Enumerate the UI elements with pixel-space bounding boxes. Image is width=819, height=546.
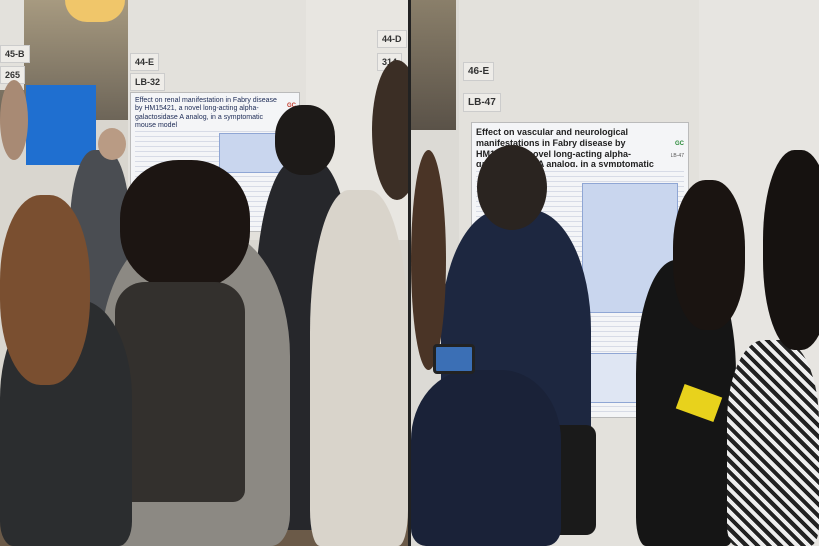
phone <box>433 344 475 374</box>
poster-code: LB-47 <box>670 153 684 159</box>
head <box>0 80 28 160</box>
board-label: 46-E <box>463 62 495 81</box>
head <box>477 145 547 230</box>
person-beige-sweater <box>310 190 408 546</box>
board-label: 44-E <box>130 53 160 71</box>
ceiling-background <box>411 0 456 130</box>
person-houndstooth-coat <box>727 340 819 546</box>
backpack <box>115 282 245 502</box>
board-label: 44-D <box>377 30 407 48</box>
gc-logo: GC <box>287 103 296 109</box>
poster-title: Effect on renal manifestation in Fabry d… <box>135 97 277 130</box>
chandelier <box>65 0 125 22</box>
dark-hair <box>763 150 819 350</box>
gc-logo: GC <box>675 141 684 147</box>
head <box>275 105 335 175</box>
left-photo: 45-B 265 44-E LB-32 44-D 314 Effect on r… <box>0 0 408 546</box>
head <box>372 60 408 200</box>
right-photo: 46-E LB-47 Effect on vascular and neurol… <box>411 0 819 546</box>
board-label: LB-47 <box>463 93 501 112</box>
person-foreground <box>411 370 561 546</box>
head <box>98 128 126 160</box>
blue-screen <box>26 85 96 165</box>
brown-hair <box>0 195 90 385</box>
hair <box>411 150 446 370</box>
board-label: LB-32 <box>130 73 166 91</box>
long-dark-hair <box>673 180 745 330</box>
long-dark-hair <box>120 160 250 290</box>
board-label: 45-B <box>0 45 30 63</box>
